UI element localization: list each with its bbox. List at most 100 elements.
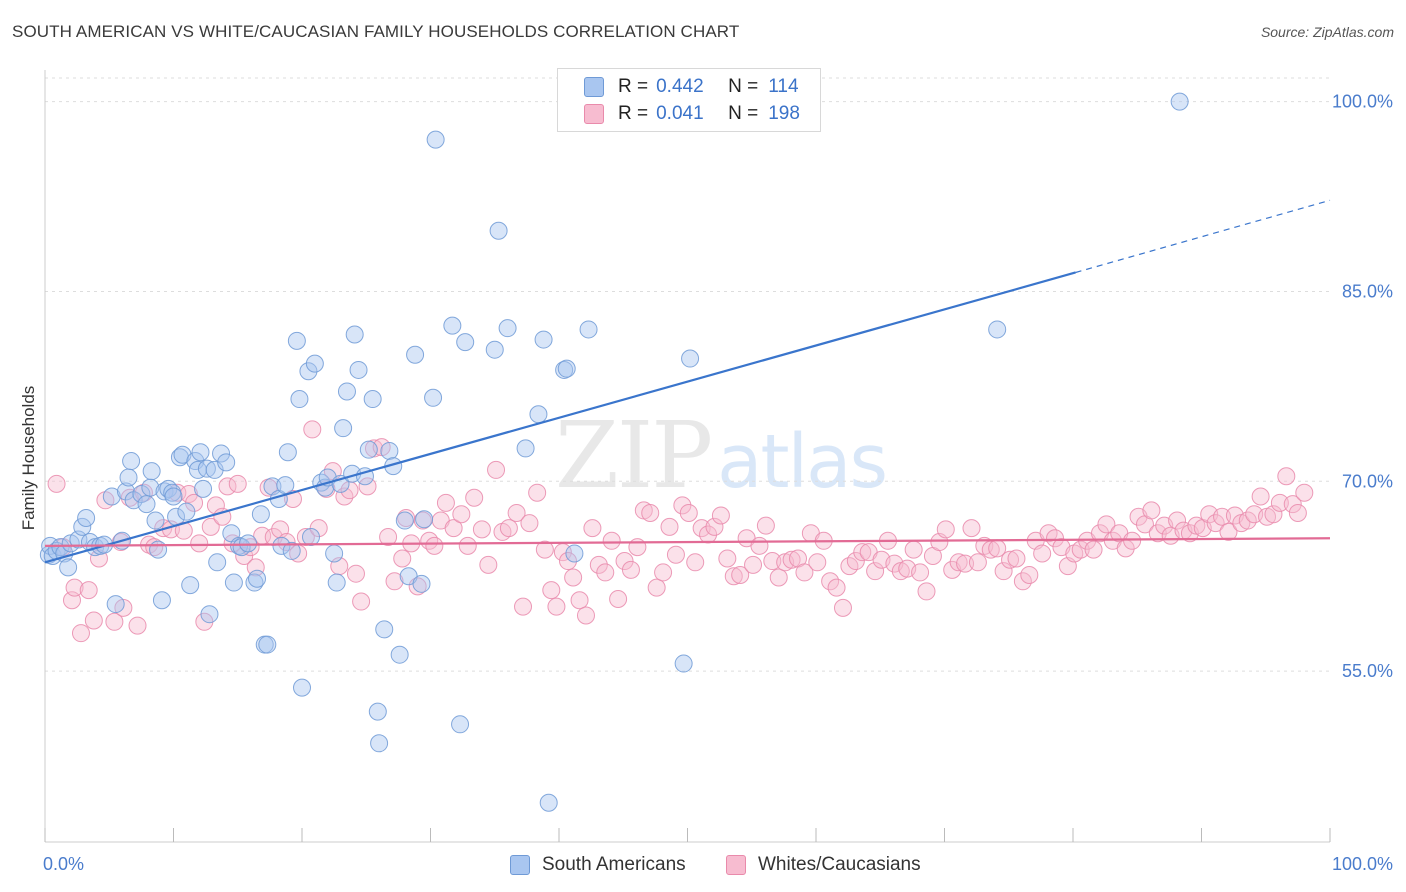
data-point (570, 591, 589, 610)
watermark-zip: ZIP (555, 402, 713, 509)
data-point (628, 538, 647, 557)
data-point (472, 520, 491, 539)
data-point (84, 611, 103, 630)
data-point (596, 563, 615, 582)
data-point (724, 567, 743, 586)
data-point (1033, 544, 1052, 563)
data-point (564, 568, 583, 587)
legend-r-label: R = (618, 76, 649, 97)
data-point (337, 382, 356, 401)
data-point (1142, 501, 1161, 520)
data-point (425, 536, 444, 555)
legend-r-value: 0.442 (656, 76, 704, 97)
data-point (647, 578, 666, 597)
data-point (615, 552, 634, 571)
data-point (547, 597, 566, 616)
data-point (673, 496, 692, 515)
data-point (77, 509, 96, 528)
data-point (458, 536, 477, 555)
data-point (641, 503, 660, 522)
data-point (866, 562, 885, 581)
data-point (1123, 531, 1142, 550)
data-point (485, 340, 504, 359)
data-point (489, 221, 508, 240)
data-point (949, 553, 968, 572)
data-point (190, 534, 209, 553)
data-point (415, 510, 434, 529)
data-point (212, 444, 231, 463)
data-point (654, 563, 673, 582)
y-tick-label: 70.0% (1342, 471, 1393, 491)
data-point (370, 734, 389, 753)
chart-title: SOUTH AMERICAN VS WHITE/CAUCASIAN FAMILY… (12, 22, 740, 41)
data-point (258, 635, 277, 654)
data-point (106, 595, 125, 614)
data-point (359, 440, 378, 459)
data-point (679, 503, 698, 522)
data-point (1206, 514, 1225, 533)
data-point (420, 531, 439, 550)
data-point (487, 460, 506, 479)
data-point (1013, 572, 1032, 591)
data-point (1295, 483, 1314, 502)
data-point (465, 488, 484, 507)
data-point (1213, 507, 1232, 526)
data-point (576, 606, 595, 625)
bottom-legend-south-americans: South Americans (510, 852, 686, 878)
data-point (674, 654, 693, 673)
data-point (346, 564, 365, 583)
data-point (520, 514, 539, 533)
legend-n-value: 198 (768, 103, 800, 124)
data-point (763, 552, 782, 571)
data-point (962, 519, 981, 538)
data-point (368, 702, 387, 721)
legend-swatch-south-americans (584, 77, 604, 97)
data-point (692, 519, 711, 538)
data-point (994, 562, 1013, 581)
data-point (936, 520, 955, 539)
data-point (1251, 487, 1270, 506)
data-point (299, 362, 318, 381)
data-point (282, 541, 301, 560)
data-point (181, 576, 200, 595)
data-point (73, 517, 92, 536)
data-point (1288, 503, 1307, 522)
data-point (557, 359, 576, 378)
data-point (846, 552, 865, 571)
data-point (424, 388, 443, 407)
data-point (290, 390, 309, 409)
data-point (1007, 549, 1026, 568)
data-point (59, 558, 78, 577)
data-point (821, 572, 840, 591)
data-point (390, 645, 409, 664)
data-point (327, 573, 346, 592)
legend-r-value: 0.041 (656, 103, 704, 124)
bottom-legend-whites-caucasians: Whites/Caucasians (726, 852, 921, 878)
data-point (375, 620, 394, 639)
data-point (853, 543, 872, 562)
data-point (514, 597, 533, 616)
data-point (385, 572, 404, 591)
y-tick-label: 100.0% (1332, 92, 1393, 112)
data-point (534, 330, 553, 349)
data-point (660, 517, 679, 536)
data-point (201, 517, 220, 536)
data-point (412, 574, 431, 593)
data-point (681, 349, 700, 368)
data-point (177, 502, 196, 521)
data-point (917, 582, 936, 601)
data-point (565, 544, 584, 563)
x-tick-label: 100.0% (1332, 854, 1393, 874)
data-point (1001, 550, 1020, 569)
watermark-atlas: atlas (717, 419, 888, 505)
data-point (122, 452, 141, 471)
bottom-legend-label-south-americans: South Americans (542, 854, 686, 875)
data-point (191, 443, 210, 462)
data-point (443, 316, 462, 335)
data-point (1238, 511, 1257, 530)
data-point (1046, 529, 1065, 548)
data-point (105, 612, 124, 631)
data-point (224, 573, 243, 592)
legend-row-south-americans: R = 0.442 N = 114 (584, 75, 799, 99)
